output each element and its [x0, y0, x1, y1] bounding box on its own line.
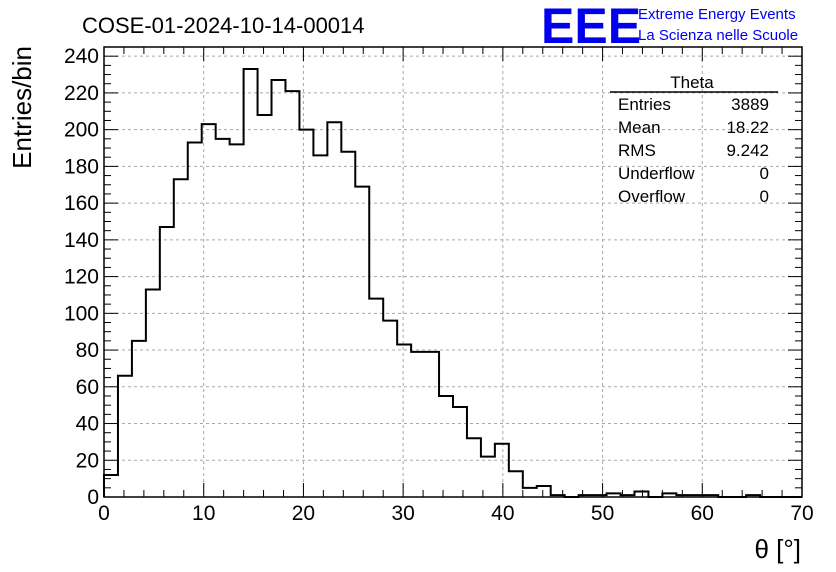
plot-frame: [103, 46, 803, 498]
x-tick-label: 40: [491, 502, 514, 525]
stats-row-label: Underflow: [618, 164, 695, 183]
x-tick-label: 10: [192, 502, 215, 525]
y-tick-label: 140: [64, 229, 99, 252]
grid-lines: [104, 47, 802, 497]
y-tick-label: 240: [64, 45, 99, 68]
stats-row-value: 18.22: [726, 118, 769, 137]
y-tick-label: 180: [64, 155, 99, 178]
stats-row-label: Entries: [618, 95, 671, 114]
stats-row-value: 3889: [731, 95, 769, 114]
y-tick-label: 80: [76, 339, 99, 362]
stats-box-title: Theta: [670, 73, 714, 92]
chart-title: COSE-01-2024-10-14-00014: [82, 13, 365, 38]
x-tick-label: 20: [292, 502, 315, 525]
eee-logo: EEE Extreme Energy Events La Scienza nel…: [541, 0, 798, 54]
y-tick-label: 0: [87, 486, 99, 509]
y-axis-ticks: 0 20 40 60 80 100 120 140 160 180 200 220 240: [64, 45, 802, 509]
stats-row-label: Overflow: [618, 187, 686, 206]
stats-row-value: 9.242: [726, 141, 769, 160]
y-tick-label: 100: [64, 302, 99, 325]
x-tick-label: 50: [591, 502, 614, 525]
stats-box-rows: Entries 3889 Mean 18.22 RMS 9.242 Underflow 0 Ov…: [618, 95, 769, 206]
stats-row-label: Mean: [618, 118, 661, 137]
histogram-line: [103, 68, 802, 498]
x-tick-label: 0: [98, 502, 110, 525]
stats-row-value: 0: [760, 187, 769, 206]
y-tick-label: 120: [64, 266, 99, 289]
x-axis-ticks: 0 10 20 30 40 50 60 70: [98, 47, 814, 525]
x-tick-label: 60: [691, 502, 714, 525]
y-tick-label: 160: [64, 192, 99, 215]
y-tick-label: 60: [76, 376, 99, 399]
y-axis-label: Entries/bin: [7, 46, 37, 169]
histogram-step-path: [103, 68, 802, 498]
y-tick-label: 220: [64, 82, 99, 105]
stats-box: Theta Entries 3889 Mean 18.22 RMS 9.242 Underf…: [610, 73, 778, 206]
y-tick-label: 200: [64, 119, 99, 142]
eee-logo-mark: EEE: [541, 0, 641, 54]
eee-logo-line2: La Scienza nelle Scuole: [638, 27, 798, 44]
x-axis-label: θ [°]: [754, 534, 801, 564]
eee-logo-line1: Extreme Energy Events: [638, 6, 796, 23]
y-tick-label: 20: [76, 449, 99, 472]
y-tick-label: 40: [76, 413, 99, 436]
x-tick-label: 70: [790, 502, 813, 525]
stats-row-value: 0: [760, 164, 769, 183]
stats-row-label: RMS: [618, 141, 656, 160]
plot-border: [103, 46, 803, 498]
x-tick-label: 30: [391, 502, 414, 525]
